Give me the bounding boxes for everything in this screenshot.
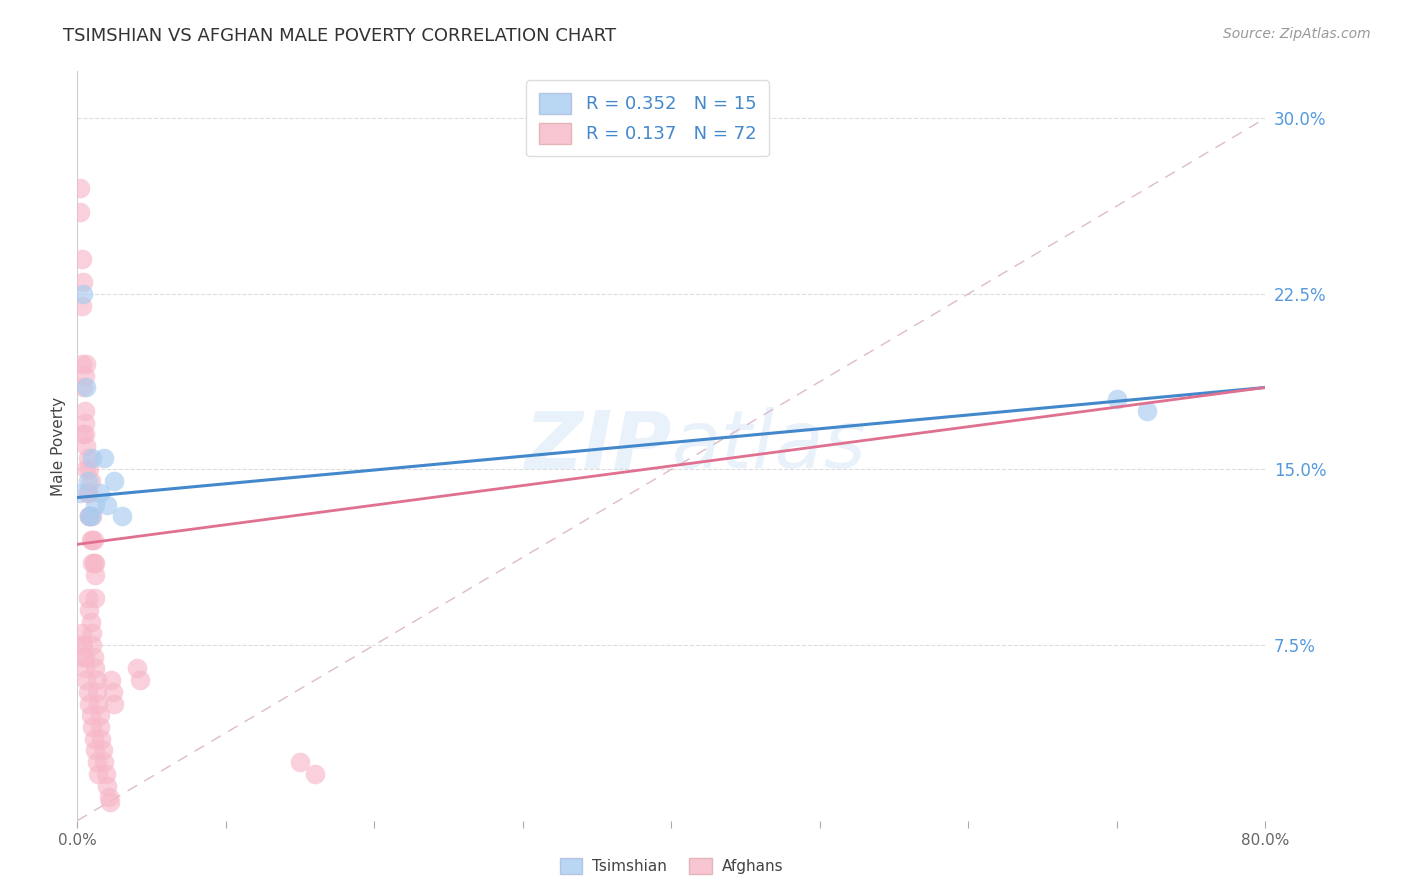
Point xyxy=(72,427,94,442)
Point xyxy=(80,615,103,629)
Point xyxy=(101,685,124,699)
Point xyxy=(77,509,100,524)
Text: ZIP: ZIP xyxy=(524,407,672,485)
Point xyxy=(84,567,107,582)
Point xyxy=(1105,392,1128,407)
Point xyxy=(98,795,121,809)
Point xyxy=(70,638,93,652)
Point xyxy=(89,720,111,734)
Text: atlas: atlas xyxy=(672,407,866,485)
Point xyxy=(77,509,100,524)
Point xyxy=(128,673,150,688)
Y-axis label: Male Poverty: Male Poverty xyxy=(51,396,66,496)
Point xyxy=(86,673,108,688)
Point xyxy=(90,731,112,746)
Point xyxy=(75,357,97,371)
Point xyxy=(80,509,103,524)
Point xyxy=(87,697,110,711)
Point xyxy=(84,498,107,512)
Point xyxy=(70,357,93,371)
Point xyxy=(76,485,98,500)
Point xyxy=(82,556,104,570)
Point xyxy=(83,556,105,570)
Point xyxy=(69,181,91,195)
Point xyxy=(76,450,98,465)
Point xyxy=(82,509,104,524)
Point xyxy=(93,450,115,465)
Point xyxy=(87,767,110,781)
Point xyxy=(304,767,326,781)
Point xyxy=(73,368,96,383)
Point xyxy=(80,474,103,488)
Point xyxy=(72,275,94,289)
Point xyxy=(93,755,115,769)
Point xyxy=(77,509,100,524)
Point xyxy=(288,755,311,769)
Point xyxy=(77,462,100,476)
Point xyxy=(70,298,93,313)
Point xyxy=(103,474,125,488)
Legend: Tsimshian, Afghans: Tsimshian, Afghans xyxy=(554,852,789,880)
Point xyxy=(69,204,91,219)
Point xyxy=(82,626,104,640)
Point xyxy=(86,685,108,699)
Point xyxy=(70,626,93,640)
Point xyxy=(72,649,94,664)
Point xyxy=(84,743,107,757)
Point xyxy=(125,661,148,675)
Point xyxy=(76,591,98,606)
Point xyxy=(96,779,118,793)
Point xyxy=(1135,404,1157,418)
Point xyxy=(84,556,107,570)
Point xyxy=(75,380,97,394)
Point xyxy=(70,252,93,266)
Point xyxy=(76,485,98,500)
Point xyxy=(83,649,105,664)
Point xyxy=(94,767,117,781)
Point xyxy=(77,697,100,711)
Point xyxy=(89,485,111,500)
Point xyxy=(82,720,104,734)
Text: Source: ZipAtlas.com: Source: ZipAtlas.com xyxy=(1223,27,1371,41)
Point xyxy=(97,790,120,805)
Point xyxy=(82,533,104,547)
Point xyxy=(73,404,96,418)
Point xyxy=(84,661,107,675)
Point xyxy=(111,509,134,524)
Point xyxy=(73,427,96,442)
Point xyxy=(77,603,100,617)
Point xyxy=(91,743,114,757)
Point xyxy=(84,591,107,606)
Point xyxy=(80,708,103,723)
Point xyxy=(103,697,125,711)
Point xyxy=(72,380,94,394)
Point xyxy=(73,649,96,664)
Point xyxy=(75,462,97,476)
Text: TSIMSHIAN VS AFGHAN MALE POVERTY CORRELATION CHART: TSIMSHIAN VS AFGHAN MALE POVERTY CORRELA… xyxy=(63,27,616,45)
Point xyxy=(82,638,104,652)
Point xyxy=(83,731,105,746)
Point xyxy=(72,638,94,652)
Point xyxy=(72,286,94,301)
Point xyxy=(86,755,108,769)
Point xyxy=(73,416,96,430)
Point xyxy=(76,685,98,699)
Point xyxy=(96,498,118,512)
Point xyxy=(80,533,103,547)
Point xyxy=(75,673,97,688)
Point xyxy=(89,708,111,723)
Point xyxy=(82,450,104,465)
Point xyxy=(69,485,91,500)
Point xyxy=(75,439,97,453)
Point xyxy=(83,533,105,547)
Point xyxy=(73,661,96,675)
Point xyxy=(76,474,98,488)
Point xyxy=(100,673,122,688)
